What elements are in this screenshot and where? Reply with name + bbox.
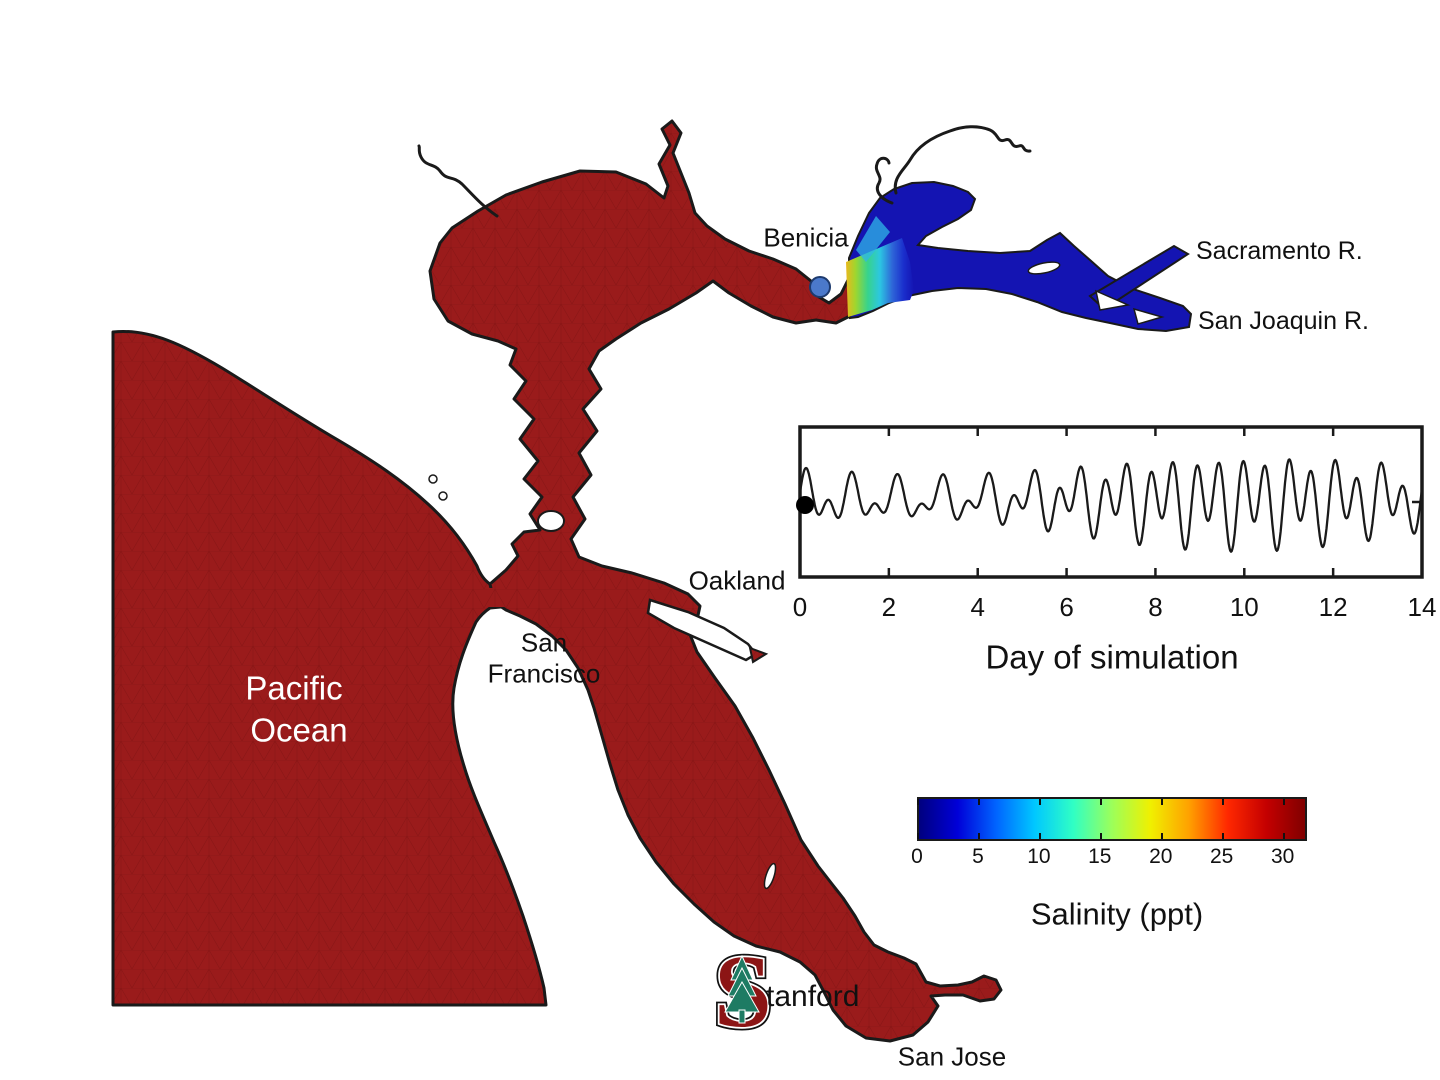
delta-island [1094, 289, 1131, 311]
delta-island [1027, 261, 1061, 275]
label-pacific-1: Pacific [245, 669, 343, 707]
angel-island [537, 510, 565, 532]
plot-axis-ticks [798, 427, 1424, 577]
label-san-jose: San Jose [897, 1041, 1007, 1072]
stanford-logo: S S [711, 931, 776, 1053]
golden-gate-water [484, 588, 518, 607]
label-oakland: Oakland [688, 565, 786, 596]
marin-islet [428, 474, 438, 484]
delta-island [1132, 307, 1165, 325]
label-pacific-2: Ocean [250, 711, 348, 749]
label-benicia: Benicia [763, 222, 849, 253]
marin-islet [438, 491, 448, 501]
label-san-francisco-1: San [520, 627, 568, 658]
salinity-waveform [798, 458, 1424, 553]
label-stanford: tanford [766, 980, 860, 1014]
label-sacramento-river: Sacramento R. [1196, 237, 1363, 265]
label-san-francisco-2: Francisco [487, 658, 601, 689]
brackish-streak [856, 216, 890, 262]
colorbar-title: Salinity (ppt) [1030, 896, 1204, 932]
start-marker-dot [796, 496, 814, 514]
sacramento-upstream-line [893, 125, 1032, 195]
benicia-station-marker [809, 276, 831, 298]
salinity-colorbar [917, 797, 1307, 841]
estuary-wedge [748, 646, 769, 664]
petaluma-river-line [417, 144, 499, 218]
stanford-tree-icon [724, 954, 760, 1024]
bay-region [428, 119, 1003, 1043]
plot-x-axis-title: Day of simulation [985, 638, 1239, 676]
label-san-joaquin-river: San Joaquin R. [1198, 307, 1369, 335]
river-hook-line [874, 156, 894, 205]
south-bay-islet [763, 862, 777, 890]
pacific-ocean-region [111, 329, 548, 1007]
